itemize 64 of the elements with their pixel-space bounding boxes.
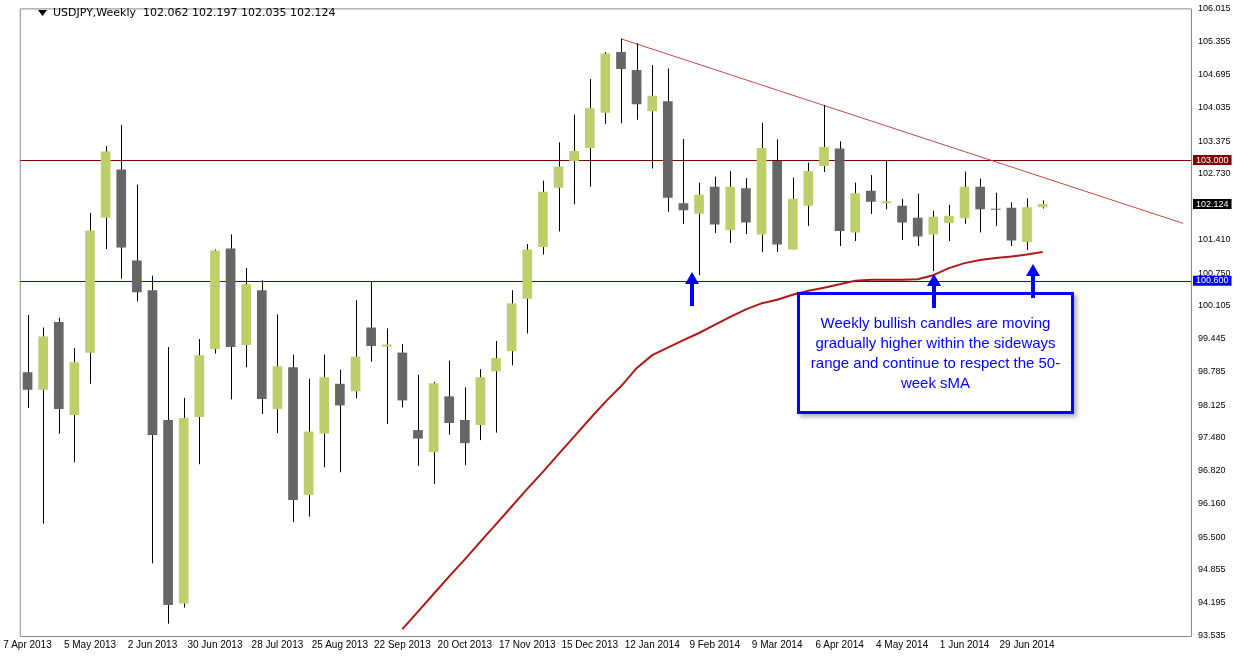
candlestick: [881, 160, 892, 210]
x-tick-label: 5 May 2013: [63, 638, 117, 650]
x-tick-label: 29 Jun 2014: [999, 638, 1055, 650]
x-tick-label: 28 Jul 2013: [251, 638, 304, 650]
candlestick: [694, 182, 704, 276]
candlestick: [22, 314, 33, 409]
x-tick-label: 1 Jun 2014: [939, 638, 990, 650]
candlestick: [616, 38, 626, 124]
x-tick-label: 25 Aug 2013: [311, 638, 369, 650]
y-tick-label: 94.855: [1198, 564, 1226, 575]
candlestick: [678, 138, 689, 225]
x-tick-label: 20 Oct 2013: [437, 638, 493, 650]
y-tick-label: 98.125: [1198, 399, 1226, 410]
y-tick-label: 96.160: [1198, 498, 1226, 509]
candlestick: [381, 327, 392, 425]
y-tick-label: 100.750: [1198, 267, 1231, 278]
y-tick-label: 104.035: [1198, 102, 1231, 113]
ref-line-label: 100.600: [1196, 275, 1229, 286]
candlestick: [335, 369, 345, 473]
candlestick: [569, 114, 579, 205]
y-tick-label: 106.015: [1198, 2, 1231, 13]
candlestick: [491, 340, 501, 434]
x-tick-label: 7 Apr 2013: [3, 638, 53, 650]
x-tick-label: 15 Dec 2013: [561, 638, 619, 650]
candlestick: [928, 210, 939, 272]
ref-line-label: 103.000: [1196, 154, 1229, 165]
candlestick: [647, 64, 658, 170]
y-tick-label: 105.355: [1198, 36, 1231, 47]
candlestick: [944, 204, 954, 242]
candlestick: [975, 178, 986, 233]
x-tick-label: 6 Apr 2014: [815, 638, 865, 650]
x-tick-label: 9 Mar 2014: [751, 638, 803, 650]
y-tick-label: 95.500: [1198, 531, 1226, 542]
y-tick-label: 99.445: [1198, 333, 1226, 344]
y-tick-label: 94.195: [1198, 597, 1226, 608]
y-tick-label: 96.820: [1198, 465, 1226, 476]
y-tick-label: 93.535: [1198, 630, 1226, 641]
candlestick: [413, 374, 423, 467]
y-tick-label: 101.410: [1198, 234, 1231, 245]
x-tick-label: 9 Feb 2014: [689, 638, 741, 650]
x-tick-label: 4 May 2014: [875, 638, 929, 650]
x-tick-label: 2 Jun 2013: [127, 638, 178, 650]
candlestick: [897, 198, 907, 241]
y-tick-label: 100.105: [1198, 300, 1231, 311]
y-tick-label: 97.480: [1198, 432, 1226, 443]
y-tick-label: 104.695: [1198, 69, 1231, 80]
annotation: Weekly bullish candles are moving gradually higher within the sideways range and continue to respect the 50-week sMA: [797, 292, 1074, 414]
text: 102.124: [1196, 198, 1229, 209]
candlestick: [819, 104, 829, 173]
x-tick-label: 17 Nov 2013: [498, 638, 557, 650]
y-tick-label: 103.375: [1198, 135, 1231, 146]
candlestick: [912, 193, 923, 247]
chart-title: USDJPY,Weekly: [53, 6, 137, 19]
x-tick-label: 30 Jun 2013: [187, 638, 243, 650]
candlestick: [553, 141, 564, 232]
candlestick: [990, 192, 1001, 227]
candlestick: [459, 386, 470, 466]
candlestick: [366, 280, 376, 363]
chart-subtitle: 102.062 102.197 102.035 102.124: [142, 6, 336, 19]
x-tick-label: 12 Jan 2014: [624, 638, 681, 650]
y-tick-label: 98.785: [1198, 366, 1226, 377]
y-tick-label: 102.730: [1198, 168, 1231, 179]
x-tick-label: 22 Sep 2013: [374, 638, 432, 650]
candlestick: [866, 174, 876, 215]
